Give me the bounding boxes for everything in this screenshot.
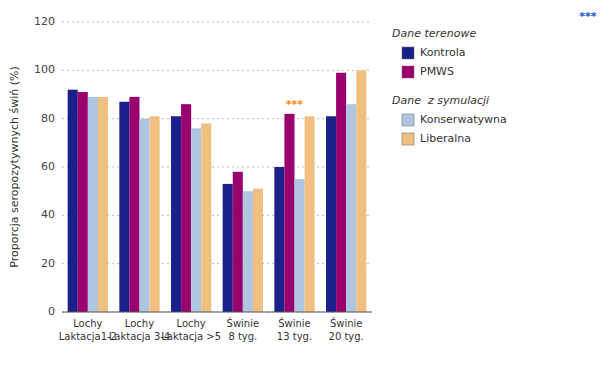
grid-line	[62, 215, 372, 216]
series	[68, 90, 336, 312]
grid-line	[62, 70, 372, 71]
x-tick-label-line: Lochy	[125, 318, 154, 329]
legend-group-title: Dane z symulacji	[392, 94, 489, 107]
bar	[88, 97, 98, 312]
legend-label: Kontrola	[420, 46, 466, 59]
bar	[68, 90, 78, 312]
x-tick-label-line: 20 tyg.	[329, 331, 364, 342]
bar	[223, 184, 233, 312]
bar	[274, 167, 284, 312]
grid	[62, 22, 372, 312]
legend-swatch	[402, 47, 414, 59]
bar	[119, 102, 129, 312]
x-tick-label: Świnie 8 tyg.	[227, 317, 260, 342]
series	[88, 97, 356, 312]
x-tick-label: Świnie 20 tyg.	[329, 317, 364, 342]
bar	[305, 116, 315, 312]
y-axis-label: Proporcja seropozytywnych świń (%)	[8, 66, 21, 267]
x-tick-label: Świnie 13 tyg.	[277, 317, 312, 342]
grid-line	[62, 312, 372, 313]
bar	[98, 97, 108, 312]
series	[78, 73, 346, 312]
bars	[68, 70, 367, 312]
bar	[171, 116, 181, 312]
bar	[253, 189, 263, 312]
x-tick-label-line: Laktacja >5	[161, 331, 221, 342]
grid-line	[62, 118, 372, 119]
x-axis-line	[62, 312, 372, 313]
legend-label: Liberalna	[420, 132, 471, 145]
y-tick-label: 40	[41, 208, 55, 221]
bar	[243, 191, 253, 312]
bar	[201, 124, 211, 313]
x-tick-label-line: Lochy	[73, 318, 102, 329]
x-tick-label-line: Świnie	[278, 317, 311, 329]
bar	[140, 119, 150, 312]
bar	[181, 104, 191, 312]
x-tick-label-line: Świnie	[330, 317, 363, 329]
bar	[78, 92, 88, 312]
bar	[233, 172, 243, 312]
legend-swatch	[402, 66, 414, 78]
bar	[129, 97, 139, 312]
y-tick-label: 0	[48, 305, 55, 318]
legend: Dane terenowe Kontrola PMWS Dane z symulacj…	[392, 27, 507, 145]
bar	[284, 114, 294, 312]
bar	[356, 70, 366, 312]
legend-group-title: Dane terenowe	[392, 27, 477, 40]
grid-line	[62, 167, 372, 168]
grid-line	[62, 22, 372, 23]
x-tick-label-line: 13 tyg.	[277, 331, 312, 342]
y-tick-label: 20	[41, 257, 55, 270]
chart-svg: 0 20 40 60 80 100 120 Proporcja seropozytywnych…	[0, 0, 610, 377]
bar	[295, 179, 305, 312]
legend-swatch	[402, 114, 414, 126]
bar	[326, 116, 336, 312]
x-tick-label-line: 8 tyg.	[228, 331, 257, 342]
legend-swatch	[402, 133, 414, 145]
legend-label: Konserwatywna	[420, 113, 507, 126]
annotation: ***	[579, 10, 597, 23]
x-tick-label: Lochy Laktacja >5	[161, 318, 221, 342]
bar	[191, 128, 201, 312]
y-tick-label: 120	[34, 15, 55, 28]
y-tick-label: 100	[34, 63, 55, 76]
annotation: ***	[286, 98, 304, 111]
y-tick-label: 60	[41, 160, 55, 173]
legend-label: PMWS	[420, 65, 454, 78]
y-tick-label: 80	[41, 112, 55, 125]
series	[98, 70, 366, 312]
bar	[346, 104, 356, 312]
chart-container: 0 20 40 60 80 100 120 Proporcja seropozytywnych…	[0, 0, 610, 377]
x-tick-label-line: Lochy	[177, 318, 206, 329]
bar	[150, 116, 160, 312]
grid-line	[62, 263, 372, 264]
bar	[336, 73, 346, 312]
x-tick-label-line: Świnie	[227, 317, 260, 329]
